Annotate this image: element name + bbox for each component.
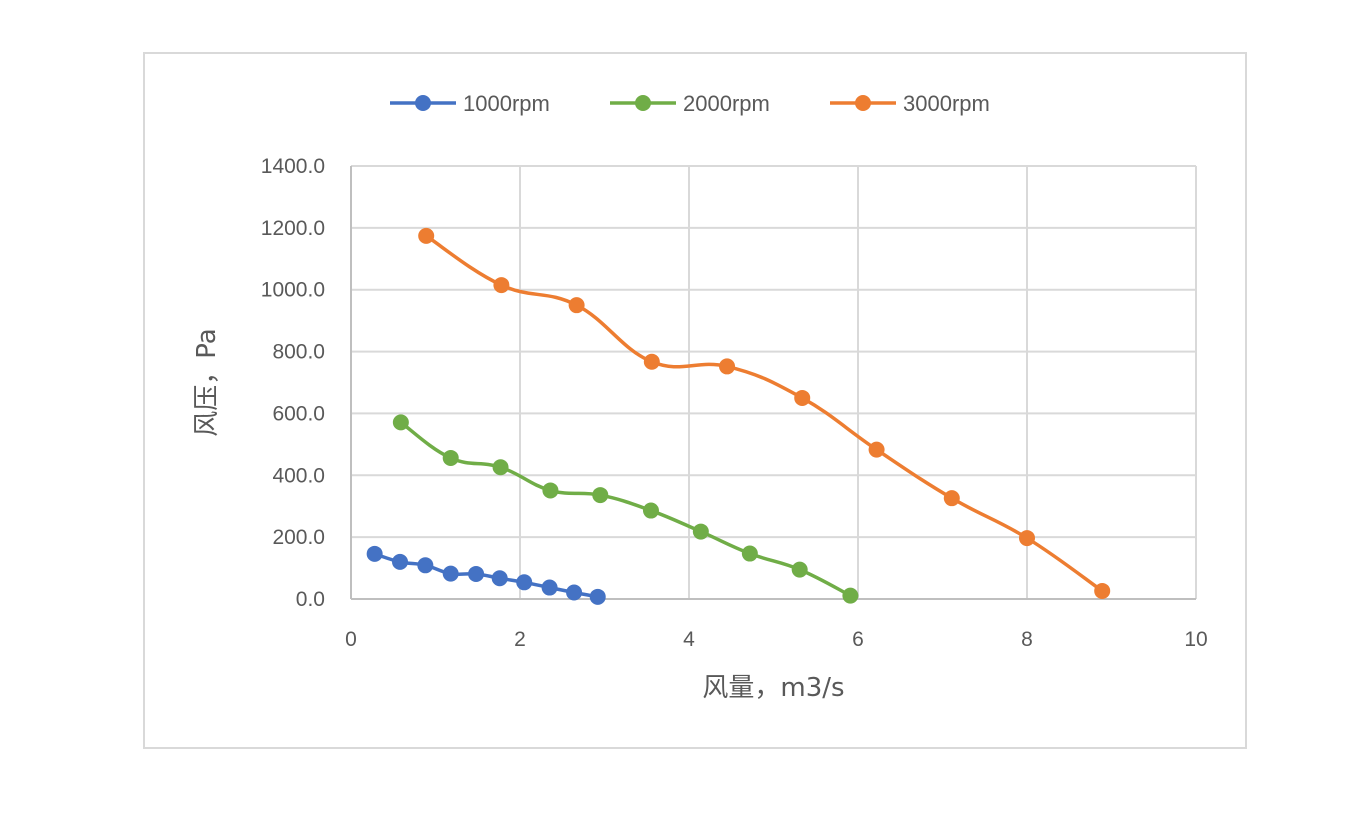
data-point-2000rpm (642, 502, 659, 519)
data-point-1000rpm (392, 553, 409, 570)
data-point-1000rpm (589, 588, 606, 605)
x-tick-label: 10 (1184, 628, 1207, 651)
data-point-1000rpm (417, 557, 434, 574)
legend-label-1000rpm: 1000rpm (463, 91, 550, 116)
data-point-3000rpm (1019, 530, 1035, 547)
x-tick-label: 4 (683, 628, 695, 651)
legend-marker-1000rpm (415, 95, 431, 111)
y-tick-label: 600.0 (272, 402, 325, 425)
x-tick-label: 2 (514, 628, 526, 651)
data-point-3000rpm (719, 358, 736, 375)
data-point-2000rpm (592, 487, 609, 504)
legend-entry-2000rpm: 2000rpm (610, 91, 770, 116)
chart-frame: 0.0 200.0 400.0 600.0 800.0 1000.0 1200.0 1400.… (143, 52, 1247, 749)
legend-entry-1000rpm: 1000rpm (390, 91, 550, 116)
data-point-1000rpm (541, 579, 558, 596)
data-point-2000rpm (442, 449, 459, 466)
data-point-2000rpm (392, 414, 409, 431)
series-line-3000rpm (424, 234, 1104, 593)
data-point-1000rpm (442, 565, 459, 582)
data-point-3000rpm (493, 277, 510, 294)
y-tick-label: 200.0 (272, 526, 325, 549)
data-point-3000rpm (418, 227, 435, 244)
data-point-2000rpm (741, 545, 758, 562)
x-axis-title: 风量，m3/s (702, 673, 844, 703)
data-point-3000rpm (794, 389, 811, 406)
x-tick-label: 6 (852, 628, 864, 651)
y-tick-label: 1200.0 (261, 217, 325, 240)
data-point-3000rpm (943, 490, 960, 507)
data-point-1000rpm (366, 545, 383, 562)
data-point-1000rpm (491, 570, 508, 587)
data-point-3000rpm (1094, 582, 1111, 599)
series-3000rpm (418, 227, 1111, 599)
y-tick-label: 0.0 (296, 588, 325, 611)
y-tick-label: 1400.0 (261, 155, 325, 178)
data-point-1000rpm (468, 565, 485, 582)
data-point-1000rpm (516, 574, 533, 591)
y-tick-label: 1000.0 (261, 279, 325, 302)
y-tick-label: 400.0 (272, 464, 325, 487)
data-point-2000rpm (542, 482, 559, 499)
legend-marker-2000rpm (635, 95, 651, 111)
legend-label-2000rpm: 2000rpm (683, 91, 770, 116)
data-point-2000rpm (791, 561, 808, 578)
data-point-3000rpm (868, 441, 885, 458)
x-tick-label: 8 (1021, 628, 1033, 651)
data-point-1000rpm (566, 584, 583, 601)
axes: 0.0 200.0 400.0 600.0 800.0 1000.0 1200.0 1400.… (261, 155, 1208, 651)
legend-label-3000rpm: 3000rpm (903, 91, 990, 116)
series-2000rpm (392, 414, 859, 604)
line-chart: 0.0 200.0 400.0 600.0 800.0 1000.0 1200.0 1400.… (192, 91, 1208, 703)
data-point-2000rpm (842, 587, 859, 604)
legend: 1000rpm 2000rpm 3000rpm (390, 91, 990, 116)
data-point-2000rpm (492, 459, 509, 476)
data-point-3000rpm (568, 297, 585, 314)
series-1000rpm (366, 545, 606, 605)
y-axis-title: 风压，Pa (192, 328, 222, 436)
data-point-3000rpm (643, 353, 660, 370)
y-tick-label: 800.0 (272, 341, 325, 364)
series-line-1000rpm (372, 552, 600, 599)
x-tick-label: 0 (345, 628, 357, 651)
series-line-2000rpm (399, 420, 853, 598)
legend-entry-3000rpm: 3000rpm (830, 91, 990, 116)
data-point-2000rpm (692, 523, 709, 540)
legend-marker-3000rpm (855, 95, 871, 111)
plot-area (366, 227, 1111, 605)
grid (351, 165, 1197, 599)
